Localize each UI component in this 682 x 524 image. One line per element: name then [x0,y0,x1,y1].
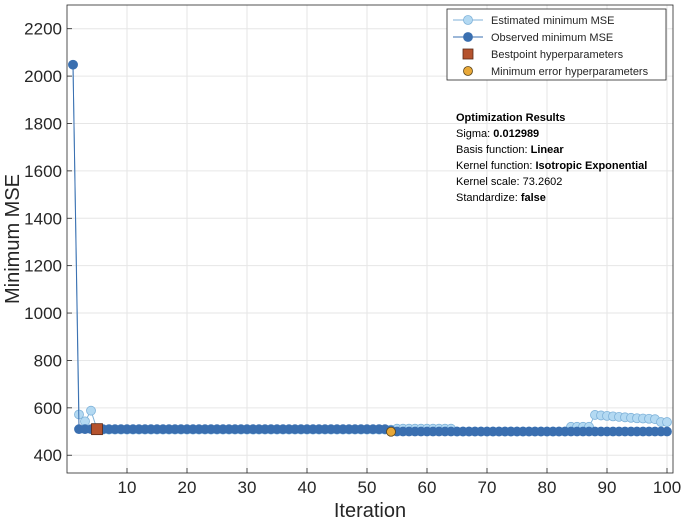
legend-label-estimated: Estimated minimum MSE [491,15,614,27]
y-tick-label: 2000 [24,67,62,86]
legend-label-bestpoint: Bestpoint hyperparameters [491,49,624,61]
x-tick-label: 40 [298,478,317,497]
x-tick-label: 20 [178,478,197,497]
y-tick-label: 400 [34,446,62,465]
x-tick-label: 70 [478,478,497,497]
legend-marker-minerror [463,66,473,76]
annotation-sigma-label: Sigma: [456,128,493,140]
y-tick-label: 600 [34,399,62,418]
observed-point [68,59,78,70]
legend-marker-estimated [463,15,473,25]
y-axis-label: Minimum MSE [2,174,24,304]
annotation-kernel: Kernel function: Isotropic Exponential [456,160,647,172]
bestpoint-marker [91,423,103,436]
annotation-kernel-scale-value: 73.2602 [523,176,563,188]
y-tick-label: 800 [34,351,62,370]
annotation-title: Optimization Results [456,112,565,124]
minerror-marker [386,426,396,437]
legend-label-observed: Observed minimum MSE [491,32,613,44]
axes: 10 20 30 40 50 60 70 80 90 100 400 600 800 1000 1200 14… [24,4,681,497]
plot-background [67,5,673,473]
plot-frame [66,4,674,474]
x-tick-label: 90 [598,478,617,497]
legend: Estimated minimum MSE Observed minimum M… [446,8,667,81]
y-tick-label: 2200 [24,20,62,39]
x-tick-label: 100 [653,478,681,497]
special-markers [91,423,396,437]
observed-point [662,426,672,437]
annotation-kernel-scale-label: Kernel scale: [456,176,523,188]
annotation-sigma-value: 0.012989 [493,128,539,140]
annotation-basis-label: Basis function: [456,144,531,156]
annotation-standardize-label: Standardize: [456,192,521,204]
y-tick-label: 1400 [24,209,62,228]
x-tick-label: 30 [238,478,257,497]
x-tick-label: 50 [358,478,377,497]
x-tick-label: 80 [538,478,557,497]
y-tick-label: 1800 [24,114,62,133]
annotation-basis-value: Linear [531,144,565,156]
observed-series [68,59,672,437]
y-tick-label: 1200 [24,257,62,276]
estimated-point [662,417,672,427]
x-tick-label: 60 [418,478,437,497]
annotation-standardize-value: false [521,192,546,204]
annotation-kernel-label: Kernel function: [456,160,536,172]
legend-label-minerror: Minimum error hyperparameters [491,66,649,78]
estimated-point [86,405,96,416]
annotation-standardize: Standardize: false [456,192,546,204]
legend-marker-bestpoint [462,48,474,60]
optimization-results-annotation: Optimization Results Sigma: 0.012989 Bas… [456,112,647,204]
legend-marker-observed [463,32,473,42]
legend-box [446,8,667,81]
annotation-sigma: Sigma: 0.012989 [456,128,539,140]
y-tick-label: 1000 [24,304,62,323]
x-tick-label: 10 [118,478,137,497]
annotation-basis: Basis function: Linear [456,144,564,156]
x-axis-label: Iteration [334,500,406,522]
y-tick-label: 1600 [24,162,62,181]
annotation-kernel-scale: Kernel scale: 73.2602 [456,176,562,188]
annotation-kernel-value: Isotropic Exponential [536,160,648,172]
